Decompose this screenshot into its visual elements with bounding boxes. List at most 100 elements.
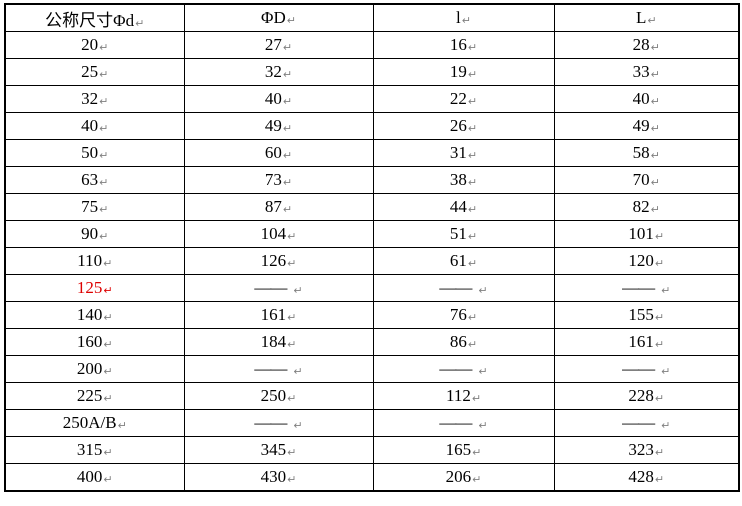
table-cell: 40↵ (183, 85, 374, 113)
cell-value: 22 (449, 89, 467, 108)
table-cell: 31↵ (372, 139, 555, 167)
paragraph-mark-icon: ↵ (654, 446, 665, 459)
table-cell: —— ↵ (183, 274, 374, 302)
table-cell: 155↵ (553, 301, 740, 329)
cell-value: 228 (628, 386, 654, 405)
paragraph-mark-icon: ↵ (650, 41, 660, 54)
cell-value: 200 (76, 359, 103, 378)
table-cell: 49↵ (183, 112, 374, 140)
paragraph-mark-icon: ↵ (103, 257, 113, 270)
paragraph-mark-icon: ↵ (282, 203, 293, 216)
paragraph-mark-icon: ↵ (103, 446, 113, 459)
table-row: 160↵ 184↵ 86↵ 161↵ (4, 328, 740, 356)
paragraph-mark-icon: ↵ (103, 284, 113, 297)
paragraph-mark-icon: ↵ (293, 365, 303, 378)
table-cell: 430↵ (183, 463, 374, 492)
paragraph-mark-icon: ↵ (654, 338, 665, 351)
cell-value: 112 (445, 386, 471, 405)
paragraph-mark-icon: ↵ (467, 149, 478, 162)
cell-dash-value: —— (622, 413, 655, 432)
table-cell: 19↵ (372, 58, 555, 86)
paragraph-mark-icon: ↵ (99, 230, 109, 243)
cell-dash-value: —— (254, 359, 287, 378)
table-cell: 161↵ (183, 301, 374, 329)
cell-dash-value: —— (254, 278, 287, 297)
table-row: 90↵ 104↵ 51↵ 101↵ (4, 220, 740, 248)
cell-value: 86 (449, 332, 467, 351)
table-cell: 101↵ (553, 220, 740, 248)
cell-value: 26 (449, 116, 467, 135)
paragraph-mark-icon: ↵ (99, 68, 109, 81)
cell-dash-value: —— (439, 413, 472, 432)
paragraph-mark-icon: ↵ (103, 473, 113, 486)
paragraph-mark-icon: ↵ (650, 122, 660, 135)
paragraph-mark-icon: ↵ (467, 176, 478, 189)
cell-value: 126 (260, 251, 287, 270)
cell-value: 63 (81, 170, 99, 189)
cell-value: 104 (260, 224, 287, 243)
header-cell-uppercase-l: L↵ (553, 3, 740, 32)
paragraph-mark-icon: ↵ (282, 122, 293, 135)
paragraph-mark-icon: ↵ (287, 338, 297, 351)
table-cell: —— ↵ (183, 409, 374, 437)
paragraph-mark-icon: ↵ (661, 419, 671, 432)
table-cell: 73↵ (183, 166, 374, 194)
table-row: 200↵ —— ↵ —— ↵ —— ↵ (4, 355, 740, 383)
table-cell: 60↵ (183, 139, 374, 167)
cell-value: 345 (260, 440, 287, 459)
paragraph-mark-icon: ↵ (467, 122, 478, 135)
paragraph-mark-icon: ↵ (478, 419, 488, 432)
paragraph-mark-icon: ↵ (650, 176, 660, 189)
header-cell-lowercase-l: l↵ (372, 3, 555, 32)
table-row: 63↵ 73↵ 38↵ 70↵ (4, 166, 740, 194)
header-label: 公称尺寸Φd (45, 10, 135, 30)
table-cell: 63↵ (4, 166, 185, 194)
paragraph-mark-icon: ↵ (293, 284, 303, 297)
paragraph-mark-icon: ↵ (99, 122, 109, 135)
paragraph-mark-icon: ↵ (654, 311, 665, 324)
table-cell: 104↵ (183, 220, 374, 248)
table-cell: 225↵ (4, 382, 185, 410)
table-cell: 250↵ (183, 382, 374, 410)
cell-value: 51 (449, 224, 467, 243)
paragraph-mark-icon: ↵ (650, 149, 660, 162)
cell-value: 161 (260, 305, 287, 324)
header-cell-phi-d: ΦD↵ (183, 3, 374, 32)
table-cell: 44↵ (372, 193, 555, 221)
paragraph-mark-icon: ↵ (117, 419, 127, 432)
cell-value: 125 (76, 278, 103, 297)
cell-value: 20 (81, 35, 99, 54)
paragraph-mark-icon: ↵ (467, 338, 478, 351)
paragraph-mark-icon: ↵ (282, 176, 293, 189)
table-header: 公称尺寸Φd ↵ ΦD↵ l↵ L↵ (4, 3, 740, 32)
table-row: 75↵ 87↵ 44↵ 82↵ (4, 193, 740, 221)
table-cell: 61↵ (372, 247, 555, 275)
table-cell: —— ↵ (372, 355, 555, 383)
paragraph-mark-icon: ↵ (461, 14, 471, 27)
paragraph-mark-icon: ↵ (103, 338, 113, 351)
table-row: 225↵ 250↵ 112↵ 228↵ (4, 382, 740, 410)
table-cell: 315↵ (4, 436, 185, 464)
cell-value: 61 (449, 251, 467, 270)
paragraph-mark-icon: ↵ (287, 392, 297, 405)
paragraph-mark-icon: ↵ (103, 365, 113, 378)
cell-dash-value: —— (622, 278, 655, 297)
table-cell: 345↵ (183, 436, 374, 464)
paragraph-mark-icon: ↵ (103, 311, 113, 324)
table-cell: 32↵ (4, 85, 185, 113)
paragraph-mark-icon: ↵ (650, 68, 660, 81)
paragraph-mark-icon: ↵ (471, 392, 482, 405)
table-cell: 27↵ (183, 31, 374, 59)
cell-value: 32 (264, 62, 282, 81)
table-row: 40↵ 49↵ 26↵ 49↵ (4, 112, 740, 140)
table-cell: 428↵ (553, 463, 740, 492)
paragraph-mark-icon: ↵ (472, 473, 482, 486)
cell-value: 225 (76, 386, 103, 405)
table-cell: 28↵ (553, 31, 740, 59)
cell-value: 184 (260, 332, 287, 351)
table-cell: —— ↵ (553, 409, 740, 437)
paragraph-mark-icon: ↵ (654, 392, 665, 405)
cell-dash-value: —— (622, 359, 655, 378)
table-cell: —— ↵ (372, 274, 555, 302)
table-cell: 161↵ (553, 328, 740, 356)
